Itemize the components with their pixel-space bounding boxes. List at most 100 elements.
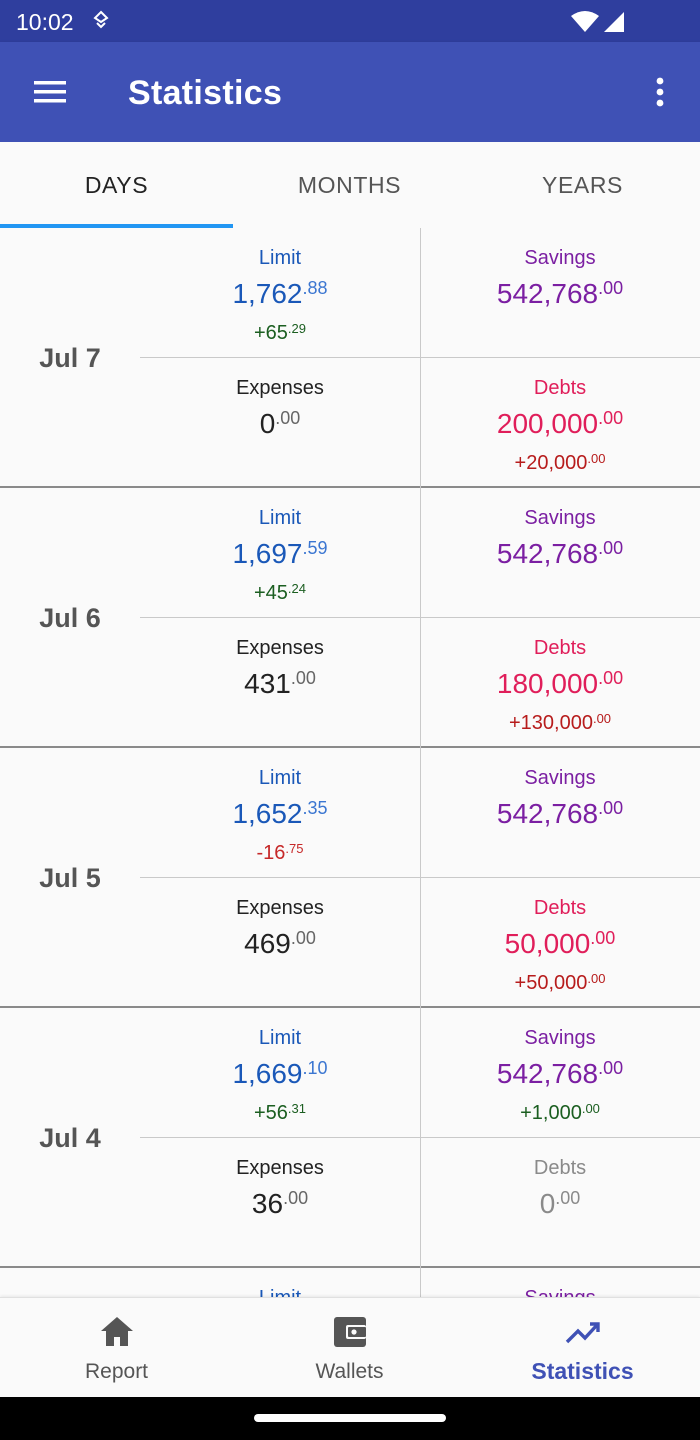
daily-stats-list[interactable]: Jul 7 Limit 1,762.88 +65.29 Savings 542,… [0, 228, 700, 1297]
debts-value: 180,000.00 [420, 668, 700, 700]
savings-value: 542,768.00 [420, 278, 700, 310]
nav-wallets-label: Wallets [315, 1360, 384, 1383]
limit-change: +45.24 [140, 581, 420, 605]
expenses-value-int: 469 [244, 928, 291, 959]
period-tabs: DAYS MONTHS YEARS [0, 142, 700, 228]
debts-change: +20,000.00 [420, 451, 700, 475]
limit-value: 1,669.10 [140, 1058, 420, 1090]
day-row[interactable]: Jul 6 Limit 1,697.59 +45.24 Savings 542,… [0, 488, 700, 748]
column-divider [420, 1008, 421, 1268]
debts-change: +130,000.00 [420, 711, 700, 735]
limit-cell: Limit 1,652.35 -16.75 [140, 748, 420, 878]
savings-cell: Savings 542,768.00 [420, 228, 700, 358]
debts-change: +50,000.00 [420, 971, 700, 995]
limit-value-dec: .88 [302, 278, 328, 298]
debts-change-int: +50,000 [514, 972, 588, 994]
savings-change-int: +1,000 [520, 1102, 582, 1124]
debts-value: 50,000.00 [420, 928, 700, 960]
savings-label: Savings [524, 507, 596, 529]
notification-icon [92, 10, 110, 37]
limit-change-int: +45 [253, 582, 288, 604]
debts-value: 0.00 [420, 1188, 700, 1220]
nav-statistics[interactable]: Statistics [466, 1298, 699, 1398]
limit-value-dec: .59 [302, 538, 328, 558]
limit-change-int: +65 [253, 322, 288, 344]
column-divider [420, 228, 421, 488]
savings-value-dec: .00 [598, 278, 624, 298]
limit-change-int: +56 [253, 1102, 288, 1124]
expenses-label: Expenses [236, 377, 324, 399]
debts-change-int: +20,000 [514, 452, 588, 474]
expenses-cell: Expenses 0.00 [140, 358, 420, 488]
limit-label: Limit [258, 1027, 302, 1049]
active-tab-indicator [0, 224, 233, 228]
debts-value-int: 200,000 [496, 408, 599, 439]
nav-statistics-label: Statistics [531, 1358, 634, 1384]
nav-report[interactable]: Report [0, 1298, 233, 1398]
limit-cell: Limit 1,697.59 +45.24 [140, 488, 420, 618]
home-gesture-handle[interactable] [254, 1414, 446, 1422]
savings-cell: Savings 542,768.00 +1,000.00 [420, 1008, 700, 1138]
savings-value-dec: .00 [598, 798, 624, 818]
debts-label: Debts [533, 637, 587, 659]
debts-label: Debts [533, 1157, 587, 1179]
limit-change-dec: .75 [285, 841, 304, 856]
expenses-value-int: 431 [244, 668, 291, 699]
expenses-value: 0.00 [140, 408, 420, 440]
limit-value: 1,697.59 [140, 538, 420, 570]
debts-value-dec: .00 [555, 1188, 581, 1208]
limit-change-dec: .29 [287, 321, 306, 336]
limit-change-dec: .24 [287, 581, 306, 596]
limit-change-dec: .31 [287, 1101, 306, 1116]
expenses-value-dec: .00 [290, 928, 316, 948]
expenses-label: Expenses [236, 1157, 324, 1179]
expenses-value-int: 0 [259, 408, 276, 439]
debts-value-dec: .00 [590, 928, 616, 948]
day-date: Jul 5 [39, 863, 101, 893]
system-gesture-bar [0, 1397, 700, 1440]
nav-wallets[interactable]: Wallets [233, 1298, 466, 1398]
nav-report-label: Report [84, 1360, 149, 1383]
tab-years[interactable]: YEARS [542, 172, 623, 198]
expenses-value: 431.00 [140, 668, 420, 700]
wallet-icon [332, 1314, 368, 1350]
expenses-value-dec: .00 [283, 1188, 309, 1208]
limit-change: -16.75 [140, 841, 420, 865]
status-bar: 10:02 [0, 0, 700, 42]
debts-value-dec: .00 [598, 668, 624, 688]
limit-value: 1,652.35 [140, 798, 420, 830]
savings-value: 542,768.00 [420, 798, 700, 830]
debts-cell: Debts 50,000.00 +50,000.00 [420, 878, 700, 1008]
day-row[interactable]: Jul 5 Limit 1,652.35 -16.75 Savings 542,… [0, 748, 700, 1008]
day-row[interactable]: Jul 4 Limit 1,669.10 +56.31 Savings 542,… [0, 1008, 700, 1268]
menu-icon[interactable] [24, 70, 76, 114]
expenses-value: 469.00 [140, 928, 420, 960]
limit-change: +56.31 [140, 1101, 420, 1125]
limit-label: Limit [258, 767, 302, 789]
day-date: Jul 6 [39, 603, 101, 633]
page-title: Statistics [128, 74, 283, 112]
savings-value-int: 542,768 [496, 798, 599, 829]
row-divider [140, 357, 700, 358]
savings-change-dec: .00 [581, 1101, 600, 1116]
tab-days[interactable]: DAYS [84, 172, 149, 198]
savings-change: +1,000.00 [420, 1101, 700, 1125]
limit-value-int: 1,652 [232, 798, 303, 829]
savings-value-int: 542,768 [496, 1058, 599, 1089]
wifi-icon [570, 10, 600, 39]
debts-change-dec: .00 [587, 451, 606, 466]
limit-label: Limit [258, 247, 302, 269]
trending-up-icon [565, 1314, 601, 1350]
day-date: Jul 4 [39, 1123, 101, 1153]
savings-label: Savings [524, 1027, 596, 1049]
column-divider [420, 748, 421, 1008]
debts-change-dec: .00 [587, 971, 606, 986]
more-options-icon[interactable] [640, 70, 680, 114]
bottom-navigation: Report Wallets Statistics [0, 1297, 700, 1397]
savings-value-dec: .00 [598, 1058, 624, 1078]
day-row[interactable]: Jul 7 Limit 1,762.88 +65.29 Savings 542,… [0, 228, 700, 488]
day-row-partial[interactable]: Limit Savings [0, 1268, 700, 1297]
tab-months[interactable]: MONTHS [297, 172, 402, 198]
limit-change: +65.29 [140, 321, 420, 345]
limit-value-dec: .35 [302, 798, 328, 818]
